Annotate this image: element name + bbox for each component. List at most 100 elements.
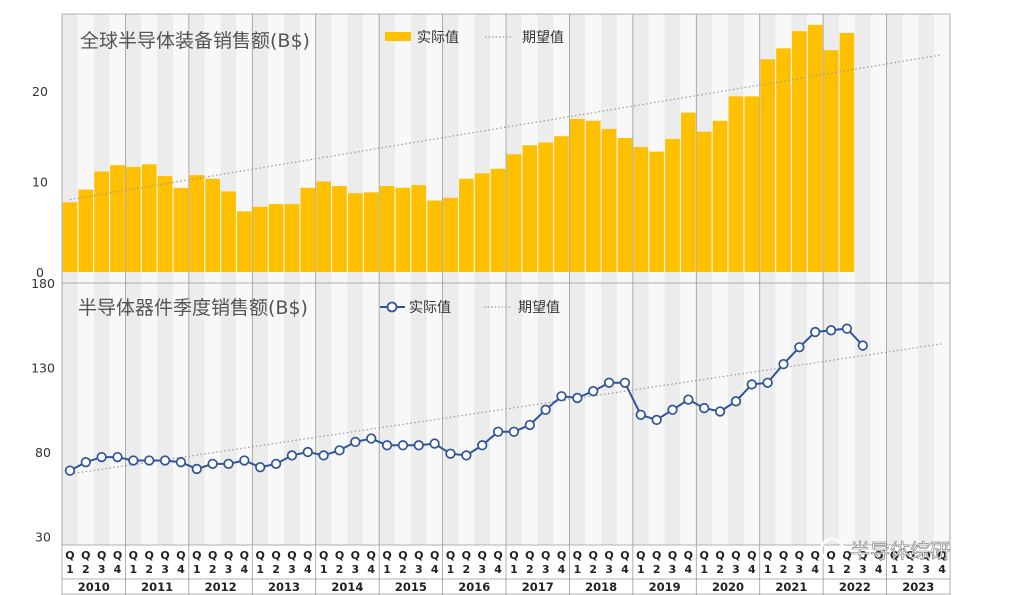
quarter-label-letter: Q	[129, 549, 138, 562]
quarter-stripe	[886, 14, 903, 545]
quarter-stripe	[934, 14, 950, 545]
device-sales-point	[651, 414, 662, 426]
quarter-stripe	[268, 14, 284, 545]
equipment-bar	[395, 187, 411, 272]
quarter-label-number: 4	[685, 563, 693, 576]
equipment-bar	[427, 200, 442, 272]
quarter-label-letter: Q	[271, 549, 280, 562]
year-label: 2021	[775, 580, 807, 594]
top-legend-actual-label: 实际值	[417, 30, 459, 46]
bottom-legend-actual-marker	[386, 301, 398, 313]
quarter-label-letter: Q	[747, 549, 756, 562]
quarter-label-letter: Q	[446, 549, 455, 562]
quarter-stripe	[664, 14, 681, 545]
equipment-bar	[348, 193, 363, 272]
device-sales-point	[223, 458, 234, 470]
quarter-label-letter: Q	[684, 549, 693, 562]
quarter-label-number: 3	[669, 563, 677, 576]
quarter-label-letter: Q	[890, 549, 899, 562]
year-label: 2018	[585, 580, 617, 594]
equipment-bar	[696, 131, 712, 272]
quarter-stripe	[157, 14, 173, 545]
device-sales-point	[270, 458, 282, 470]
device-sales-point	[191, 463, 202, 475]
quarter-label-letter: Q	[858, 549, 867, 562]
device-sales-point	[540, 404, 551, 415]
year-label: 2013	[268, 580, 300, 594]
equipment-bar	[585, 120, 601, 273]
device-sales-point	[619, 377, 631, 388]
device-sales-point	[144, 455, 155, 466]
quarter-label-number: 2	[82, 563, 90, 576]
device-sales-point	[445, 448, 456, 459]
quarter-label-number: 2	[272, 563, 280, 576]
device-sales-point	[492, 426, 504, 437]
equipment-bar	[459, 178, 474, 272]
equipment-bar	[649, 151, 664, 272]
device-sales-point	[699, 402, 710, 414]
device-sales-point	[762, 377, 773, 388]
quarter-label-number: 1	[383, 563, 391, 576]
quarter-label-number: 1	[66, 563, 74, 576]
top-chart-title: 全球半导体装备销售额(B$)	[80, 30, 310, 52]
quarter-label-letter: Q	[113, 549, 122, 562]
quarter-label-letter: Q	[256, 549, 265, 562]
device-sales-point	[413, 440, 424, 451]
device-sales-point	[825, 325, 837, 336]
quarter-label-letter: Q	[208, 549, 217, 562]
quarter-label-letter: Q	[541, 549, 550, 562]
quarter-label-number: 4	[304, 563, 312, 576]
bottom-chart-title: 半导体器件季度销售额(B$)	[78, 297, 308, 319]
quarter-label-letter: Q	[763, 549, 772, 562]
device-sales-point	[730, 396, 742, 407]
device-line-series	[64, 323, 868, 476]
device-sales-point	[461, 450, 472, 461]
equipment-bar	[633, 147, 649, 272]
year-label: 2016	[458, 580, 490, 594]
quarter-stripe	[918, 14, 935, 545]
quarter-stripe	[426, 14, 443, 545]
device-sales-point	[302, 446, 313, 458]
quarter-stripe	[331, 14, 348, 545]
quarter-label-letter: Q	[636, 549, 645, 562]
quarter-label-number: 3	[732, 563, 740, 576]
quarter-label-letter: Q	[145, 549, 154, 562]
quarter-label-letter: Q	[811, 549, 820, 562]
device-sales-point	[381, 440, 393, 451]
device-sales-point	[778, 358, 789, 370]
quarter-label-number: 3	[796, 563, 804, 576]
device-sales-point	[80, 457, 91, 468]
quarter-label-letter: Q	[795, 549, 804, 562]
quarter-stripe	[728, 14, 744, 545]
device-sales-point	[667, 404, 678, 415]
quarter-label-number: 1	[193, 563, 201, 576]
year-label: 2022	[839, 580, 871, 594]
device-sales-point	[350, 436, 361, 448]
device-sales-point	[112, 451, 123, 463]
quarter-label-letter: Q	[937, 549, 946, 562]
quarter-label-letter: Q	[367, 549, 376, 562]
quarter-label-number: 2	[209, 563, 217, 576]
quarter-stripe	[284, 14, 300, 545]
quarter-label-number: 4	[494, 563, 502, 576]
device-sales-point	[366, 433, 377, 444]
quarter-label-number: 3	[542, 563, 550, 576]
equipment-bar	[760, 59, 775, 273]
quarter-label-number: 1	[764, 563, 772, 576]
year-label: 2014	[331, 580, 363, 594]
quarter-label-number: 1	[574, 563, 582, 576]
quarter-label-number: 1	[320, 563, 328, 576]
quarter-stripe	[173, 14, 189, 545]
quarter-label-number: 4	[621, 563, 629, 576]
quarter-stripe	[410, 14, 427, 545]
quarter-stripe	[902, 14, 919, 545]
watermark-text: 半导体综研	[850, 539, 950, 563]
equipment-bar	[78, 189, 94, 272]
device-sales-point	[603, 377, 615, 388]
quarter-label-number: 2	[399, 563, 407, 576]
device-sales-point	[318, 450, 329, 461]
year-label: 2023	[902, 580, 934, 594]
quarter-label-number: 3	[288, 563, 296, 576]
quarter-label-letter: Q	[589, 549, 598, 562]
quarter-label-number: 1	[891, 563, 899, 576]
